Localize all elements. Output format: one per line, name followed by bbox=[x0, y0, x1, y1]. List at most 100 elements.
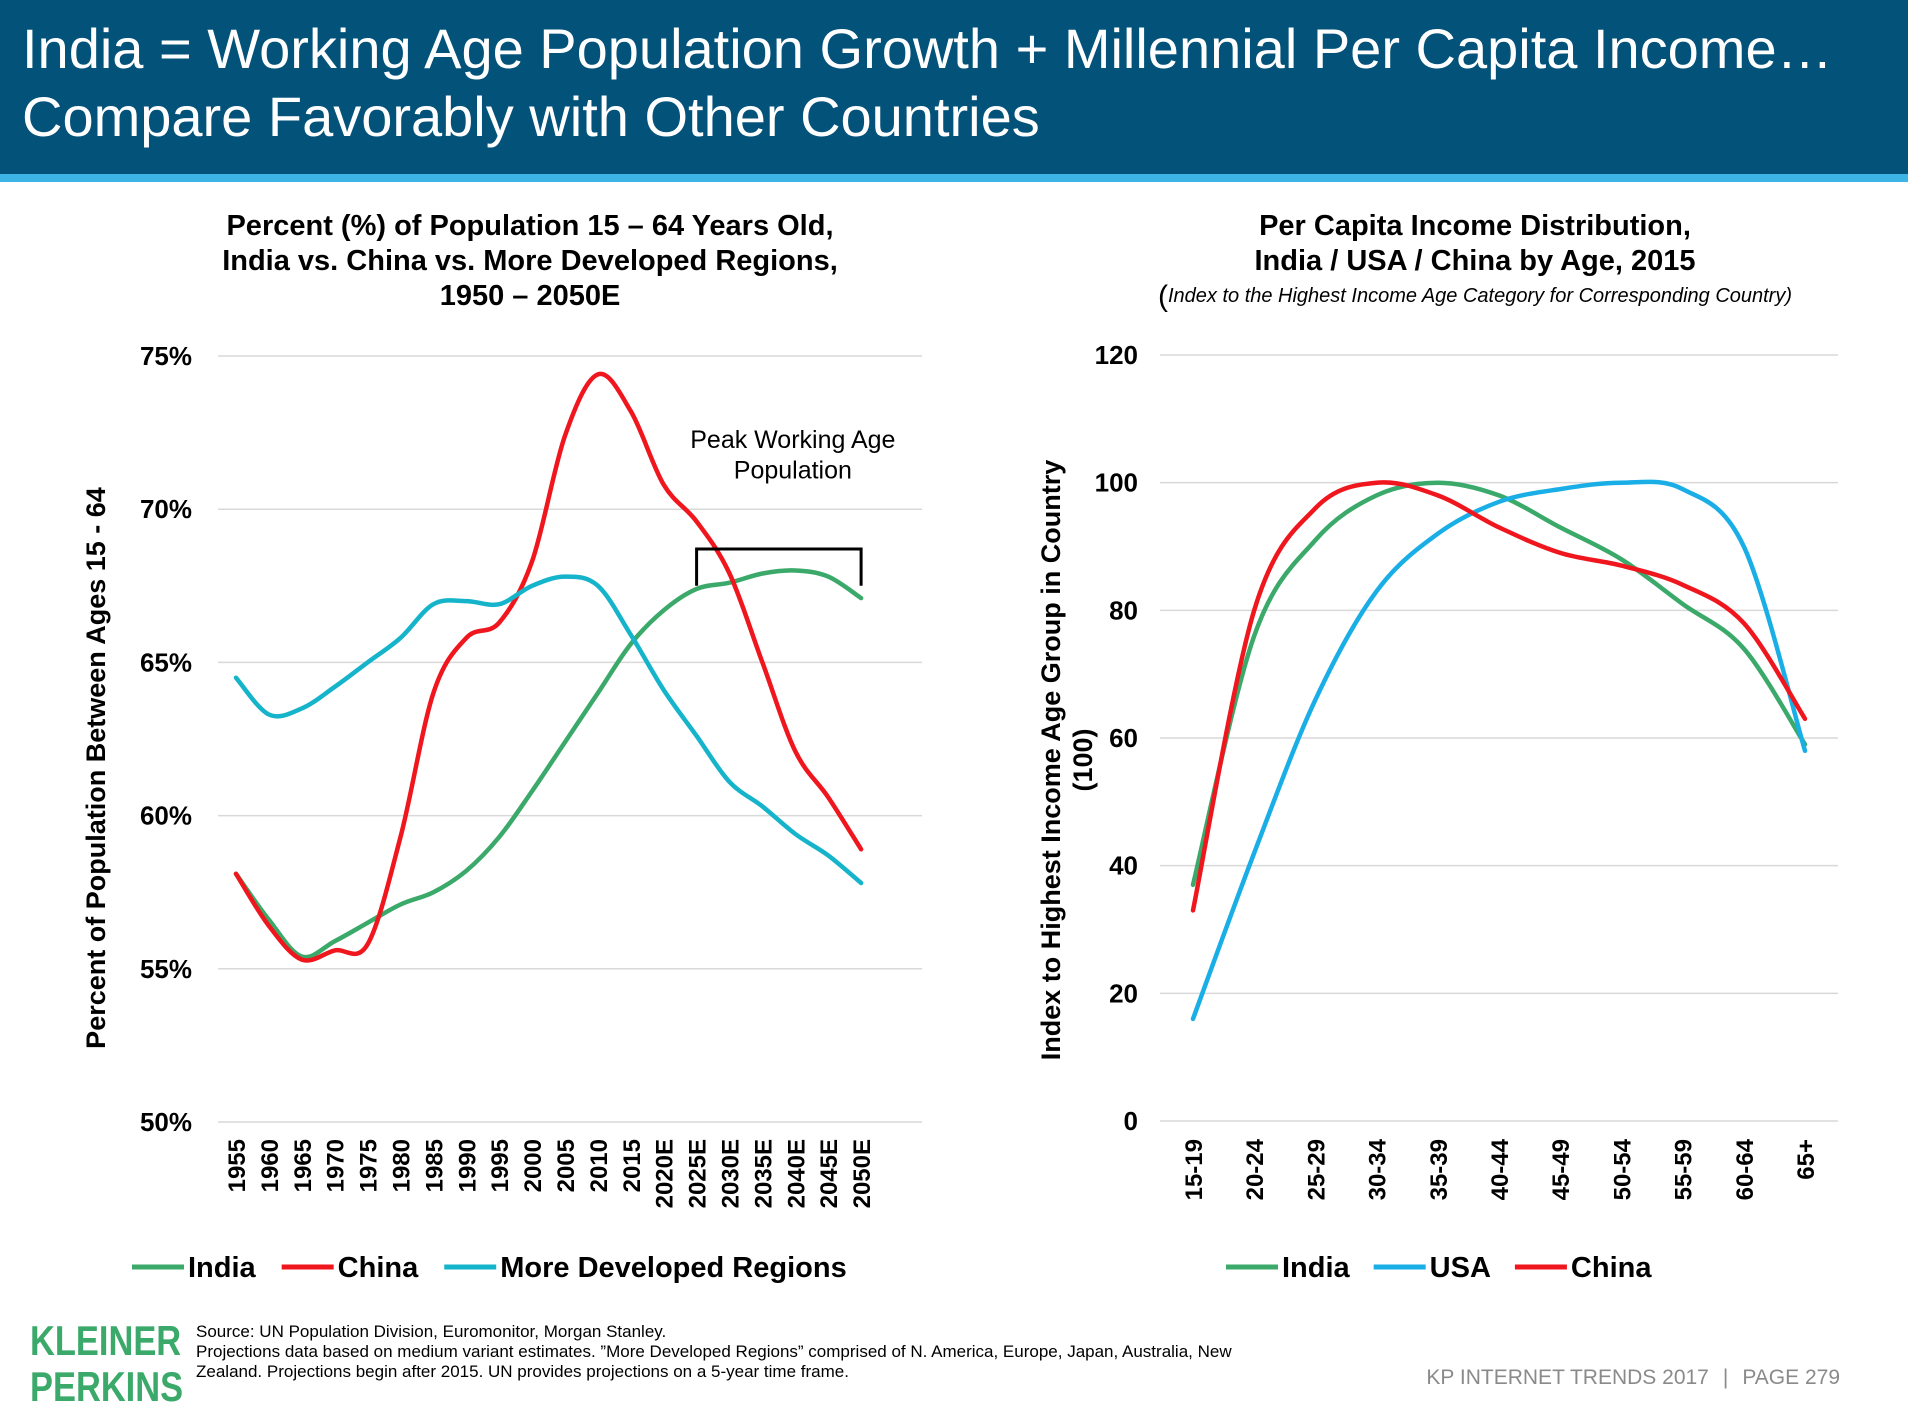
r-legend-label-india: India bbox=[1282, 1252, 1351, 1284]
r-series-line-usa bbox=[1190, 479, 1808, 1022]
r-x-tick-50-54: 50-54 bbox=[1609, 1138, 1636, 1200]
l-x-tick-1965: 1965 bbox=[290, 1139, 317, 1192]
l-x-tick-1990: 1990 bbox=[454, 1139, 481, 1192]
right-x-tick-labels: 15-19 20-24 25-29 30-34 35-39 40-44 45-49 50-54… bbox=[1181, 1138, 1820, 1200]
left-series-lines bbox=[233, 371, 864, 963]
source-note: Source: UN Population Division, Euromoni… bbox=[196, 1322, 1376, 1382]
title-banner: India = Working Age Population Growth + … bbox=[0, 0, 1908, 174]
r-x-tick-45-49: 45-49 bbox=[1548, 1139, 1575, 1200]
peak-annotation-line-1: Peak Working Age bbox=[690, 426, 895, 454]
l-x-tick-2035e: 2035E bbox=[750, 1139, 777, 1208]
l-x-tick-2020e: 2020E bbox=[652, 1139, 679, 1208]
l-x-tick-2000: 2000 bbox=[520, 1139, 547, 1192]
kleiner-perkins-logo: KLEINER PERKINS bbox=[30, 1318, 183, 1410]
l-y-tick-65: 65% bbox=[140, 647, 192, 677]
l-x-tick-1985: 1985 bbox=[421, 1139, 448, 1192]
r-x-tick-60-64: 60-64 bbox=[1732, 1138, 1759, 1200]
r-y-tick-40: 40 bbox=[1109, 851, 1138, 881]
r-x-tick-55-59: 55-59 bbox=[1671, 1139, 1698, 1200]
l-x-tick-1980: 1980 bbox=[389, 1139, 416, 1192]
logo-line-2: PERKINS bbox=[30, 1363, 184, 1410]
l-x-tick-2045e: 2045E bbox=[816, 1139, 843, 1208]
footer-separator: | bbox=[1722, 1366, 1729, 1389]
subtitle-paren: ( bbox=[1157, 280, 1168, 313]
l-legend-item-china: China bbox=[281, 1252, 419, 1284]
l-legend-item-india: India bbox=[132, 1252, 257, 1284]
right-chart-title: Per Capita Income Distribution, India / … bbox=[1080, 209, 1870, 279]
l-legend-label-india: India bbox=[188, 1252, 257, 1284]
right-chart-title-line-1: Per Capita Income Distribution, bbox=[1259, 210, 1691, 242]
peak-bracket bbox=[695, 547, 863, 586]
l-x-tick-2040e: 2040E bbox=[783, 1139, 810, 1208]
source-line-2: Projections data based on medium variant… bbox=[196, 1342, 1232, 1361]
r-y-tick-120: 120 bbox=[1095, 340, 1138, 370]
r-x-tick-35-39: 35-39 bbox=[1426, 1139, 1453, 1200]
l-series-line-more-developed-regions bbox=[233, 574, 864, 886]
page-number: PAGE 279 bbox=[1742, 1366, 1840, 1389]
l-x-tick-1975: 1975 bbox=[356, 1139, 383, 1192]
left-x-tick-labels: 1955 1960 1965 1970 1975 1980 1985 1990 1995 2000… bbox=[224, 1139, 876, 1208]
l-x-tick-2015: 2015 bbox=[619, 1139, 646, 1192]
source-line-1: Source: UN Population Division, Euromoni… bbox=[196, 1322, 667, 1341]
peak-working-age-annotation: Peak Working Age Population bbox=[690, 426, 895, 586]
r-x-tick-65: 65+ bbox=[1793, 1139, 1820, 1180]
r-series-line-india bbox=[1190, 480, 1808, 888]
r-legend-item-china: China bbox=[1514, 1252, 1652, 1284]
l-x-tick-1970: 1970 bbox=[323, 1139, 350, 1192]
right-y-axis-label-line-2: (100) bbox=[1068, 728, 1098, 791]
left-chart-title: Percent (%) of Population 15 – 64 Years … bbox=[160, 209, 900, 314]
left-legend: India China More Developed Regions bbox=[132, 1252, 847, 1284]
l-y-tick-60: 60% bbox=[140, 801, 192, 831]
peak-annotation-line-2: Population bbox=[734, 457, 852, 485]
r-x-tick-15-19: 15-19 bbox=[1181, 1139, 1208, 1200]
slide-title-line-2: Compare Favorably with Other Countries bbox=[22, 85, 1040, 148]
l-x-tick-1995: 1995 bbox=[487, 1139, 514, 1192]
l-x-tick-2030e: 2030E bbox=[718, 1139, 745, 1208]
left-chart-title-line-2: India vs. China vs. More Developed Regio… bbox=[222, 245, 838, 277]
r-series-line-china bbox=[1190, 480, 1808, 913]
l-y-tick-75: 75% bbox=[140, 341, 192, 371]
l-x-tick-2005: 2005 bbox=[553, 1139, 580, 1192]
right-line-chart: 0 20 40 60 80 100 120 15-19 20-24 25-29 30-34 35-3… bbox=[1036, 340, 1838, 1284]
left-chart-title-line-1: Percent (%) of Population 15 – 64 Years … bbox=[226, 210, 834, 242]
r-x-tick-25-29: 25-29 bbox=[1303, 1139, 1330, 1200]
l-y-tick-55: 55% bbox=[140, 954, 192, 984]
right-series-lines bbox=[1190, 479, 1808, 1022]
header-accent-rule bbox=[0, 174, 1908, 182]
left-gridlines bbox=[218, 355, 922, 1123]
l-series-line-china bbox=[233, 371, 864, 963]
left-line-chart: 50%55%60%65%70%75% 1955 1960 1965 1970 1975 1… bbox=[81, 341, 922, 1284]
r-x-tick-20-24: 20-24 bbox=[1242, 1138, 1269, 1200]
r-legend-label-china: China bbox=[1571, 1252, 1652, 1284]
l-legend-item-more-developed-regions: More Developed Regions bbox=[444, 1252, 847, 1284]
left-y-axis-label: Percent of Population Between Ages 15 - … bbox=[81, 487, 111, 1049]
right-gridlines bbox=[1160, 354, 1838, 1122]
left-chart-title-line-3: 1950 – 2050E bbox=[439, 280, 621, 312]
r-y-tick-100: 100 bbox=[1095, 468, 1138, 498]
l-legend-label-more-developed-regions: More Developed Regions bbox=[500, 1252, 846, 1284]
left-y-tick-labels: 50% 55% 60% 65% 70% 75% bbox=[140, 341, 192, 1137]
l-x-tick-2025e: 2025E bbox=[685, 1139, 712, 1208]
r-y-tick-80: 80 bbox=[1109, 595, 1138, 625]
l-series-line-india bbox=[233, 568, 864, 960]
l-x-tick-1960: 1960 bbox=[257, 1139, 284, 1192]
right-chart-title-line-2: India / USA / China by Age, 2015 bbox=[1254, 245, 1696, 277]
l-y-tick-50: 50% bbox=[140, 1107, 192, 1137]
r-legend-item-usa: USA bbox=[1373, 1252, 1491, 1284]
subtitle-text: Index to the Highest Income Age Category… bbox=[1167, 285, 1793, 307]
report-name: KP INTERNET TRENDS 2017 bbox=[1426, 1366, 1709, 1389]
l-x-tick-2010: 2010 bbox=[586, 1139, 613, 1192]
source-line-3: Zealand. Projections begin after 2015. U… bbox=[196, 1362, 849, 1381]
l-x-tick-1955: 1955 bbox=[224, 1139, 251, 1192]
r-y-tick-20: 20 bbox=[1109, 978, 1138, 1008]
logo-line-1: KLEINER bbox=[30, 1317, 182, 1364]
r-y-tick-60: 60 bbox=[1109, 723, 1138, 753]
r-x-tick-30-34: 30-34 bbox=[1365, 1138, 1392, 1200]
right-chart-subtitle: (Index to the Highest Income Age Categor… bbox=[1080, 280, 1870, 313]
l-legend-label-china: China bbox=[338, 1252, 419, 1284]
r-x-tick-40-44: 40-44 bbox=[1487, 1138, 1514, 1200]
right-legend: India USA China bbox=[1226, 1252, 1652, 1284]
footer-page-info: KP INTERNET TRENDS 2017 | PAGE 279 bbox=[1426, 1366, 1840, 1390]
right-y-tick-labels: 0 20 40 60 80 100 120 bbox=[1095, 340, 1138, 1136]
